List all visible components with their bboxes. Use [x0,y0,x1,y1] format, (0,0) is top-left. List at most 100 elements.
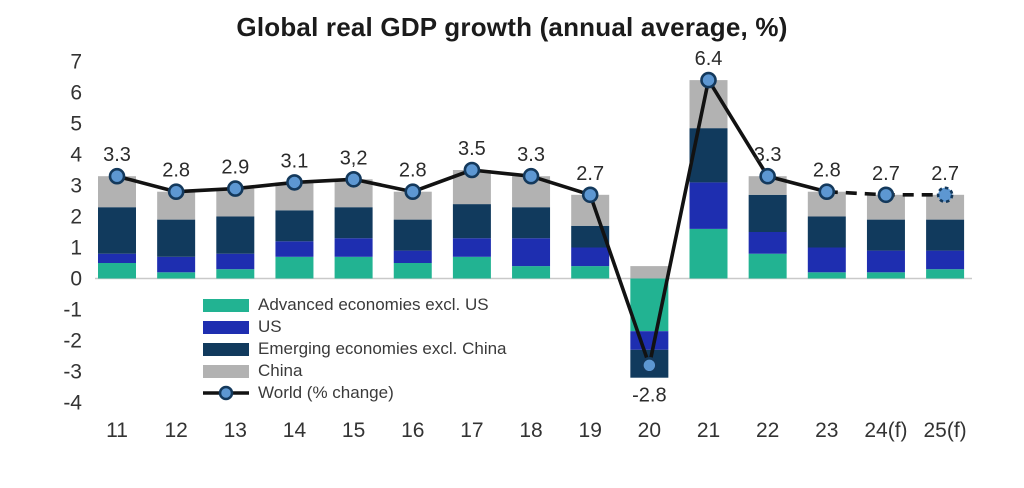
bar-segment [512,207,551,239]
bar-segment [571,247,610,267]
bar-segment [334,238,373,257]
world-marker [345,171,362,188]
world-value-label: 3,2 [340,147,368,169]
bar-segment [748,194,787,232]
bar-segment [157,272,196,279]
bar-segment [393,219,432,251]
x-tick-label: 18 [519,419,542,442]
y-tick-label: 1 [70,237,82,260]
legend-item-us: US [203,317,507,337]
world-value-label: 3.1 [281,150,309,172]
world-value-label: 2.8 [162,160,190,182]
x-tick-label: 11 [106,419,128,442]
bar-segment [334,207,373,239]
y-tick-label: 2 [70,206,82,229]
bar-segment [807,272,846,279]
legend-label-us: US [258,317,282,336]
bar-segment [275,256,314,279]
world-value-label: 3.3 [103,144,131,166]
y-tick-label: -2 [63,330,82,353]
world-marker [759,167,776,185]
bar-segment [512,266,551,279]
chart-title: Global real GDP growth (annual average, … [236,12,788,42]
world-value-label: 3.3 [754,144,782,166]
bar-segment [630,266,669,279]
legend-label-emerging: Emerging economies excl. China [258,339,507,358]
chart-legend: Advanced economies excl. US US Emerging … [203,295,507,403]
x-tick-label: 19 [579,419,602,442]
legend-item-emerging: Emerging economies excl. China [203,339,507,359]
bar-segment [807,247,846,273]
y-tick-label: 0 [70,268,82,291]
bar-segment [571,225,610,248]
bar-segment [393,263,432,279]
bar-segment [275,210,314,242]
x-tick-label: 25(f) [924,419,967,442]
y-tick-label: 3 [70,175,82,198]
x-tick-label: 22 [756,419,779,442]
world-marker [522,167,540,185]
world-marker [581,186,599,204]
bar-segment [452,238,491,257]
world-marker [404,183,422,200]
y-tick-label: 6 [70,82,82,105]
world-value-label: 2.7 [931,163,959,185]
legend-label-china: China [258,361,303,380]
bar-segment [98,263,136,279]
bar-segment [748,253,787,279]
bar-segment [216,269,255,279]
world-value-label: 3.5 [458,138,486,160]
world-marker [877,186,895,204]
bar-segment [216,216,255,254]
bar-segment [216,253,255,270]
bar-segment [571,266,610,279]
bar-segment [98,207,136,254]
bar-segment [748,232,787,254]
advanced-swatch [203,298,249,312]
x-tick-label: 12 [164,419,187,442]
world-line-key-icon [203,385,249,401]
world-marker [108,167,126,185]
bar-segment [157,256,196,273]
world-value-label: 2.7 [576,163,604,185]
bar-segment [926,269,965,279]
bar-segment [334,256,373,279]
legend-label-advanced: Advanced economies excl. US [258,295,489,314]
world-value-label: -2.8 [632,385,666,407]
x-tick-label: 15 [342,419,365,442]
bar-segment [926,250,965,270]
x-tick-label: 13 [224,419,247,442]
world-marker [167,183,185,200]
bar-segment [393,250,432,263]
y-tick-label: 7 [70,51,82,74]
world-marker [463,161,481,179]
us-swatch [203,320,249,334]
y-tick-label: -3 [63,361,82,384]
world-marker [286,174,303,191]
bar-segment [866,272,905,279]
bar-segment [512,238,551,267]
bar-segment [98,253,136,263]
world-marker [818,183,836,200]
x-tick-label: 21 [697,419,720,442]
world-value-label: 3.3 [517,144,545,166]
y-tick-label: 5 [70,113,82,136]
bar-segment [807,216,846,248]
y-tick-label: -1 [63,299,82,322]
bar-segment [157,219,196,257]
x-tick-label: 23 [815,419,838,442]
world-marker [641,356,658,374]
world-marker [227,180,244,197]
bar-segment [689,182,728,229]
y-tick-label: 4 [70,144,82,167]
legend-item-advanced: Advanced economies excl. US [203,295,507,315]
bar-segment [926,219,965,251]
bar-segment [275,241,314,257]
world-value-label: 2.7 [872,163,900,185]
x-tick-label: 16 [401,419,424,442]
bar-segment [866,250,905,273]
y-tick-label: -4 [63,392,82,415]
bar-segment [630,331,669,350]
bar-segment [452,204,491,239]
